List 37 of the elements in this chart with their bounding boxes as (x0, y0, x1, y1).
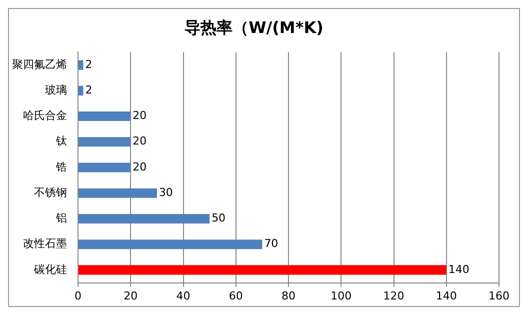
bar (78, 86, 84, 96)
x-tick-label: 0 (74, 289, 82, 302)
x-tick-label: 100 (330, 289, 352, 302)
bar (78, 240, 262, 250)
y-tick-label: 锆 (55, 160, 67, 174)
data-label: 140 (448, 262, 470, 276)
y-tick-label: 改性石墨 (23, 237, 67, 250)
bar (78, 162, 131, 172)
x-tick-label: 140 (436, 289, 457, 302)
chart-title: 导热率（W/(M*K) (184, 18, 324, 37)
bar (78, 111, 131, 122)
y-tick-label: 碳化硅 (33, 262, 67, 276)
data-label: 2 (85, 83, 92, 96)
x-tick-label: 60 (228, 289, 243, 302)
x-tick-label: 120 (383, 289, 404, 302)
y-tick-label: 哈氏合金 (23, 109, 67, 122)
data-label: 20 (132, 109, 147, 122)
bar (78, 265, 446, 275)
data-label: 50 (212, 212, 226, 225)
data-label: 2 (85, 58, 92, 71)
x-tick-label: 160 (488, 289, 510, 302)
y-tick-label: 铝 (55, 212, 67, 225)
bar (78, 214, 210, 224)
y-tick-label: 玻璃 (45, 83, 67, 96)
data-label: 20 (132, 134, 147, 148)
bar (78, 137, 131, 147)
x-tick-label: 40 (176, 289, 190, 302)
x-tick-label: 80 (282, 289, 296, 302)
y-tick-label: 钛 (55, 134, 67, 148)
y-tick-label: 不锈钢 (34, 186, 67, 199)
data-label: 30 (158, 186, 173, 199)
data-label: 70 (264, 237, 278, 250)
bar (78, 60, 84, 70)
bar (78, 188, 157, 198)
data-label: 20 (132, 160, 147, 174)
y-tick-label: 聚四氟乙烯 (12, 58, 67, 71)
x-tick-label: 20 (124, 289, 138, 302)
